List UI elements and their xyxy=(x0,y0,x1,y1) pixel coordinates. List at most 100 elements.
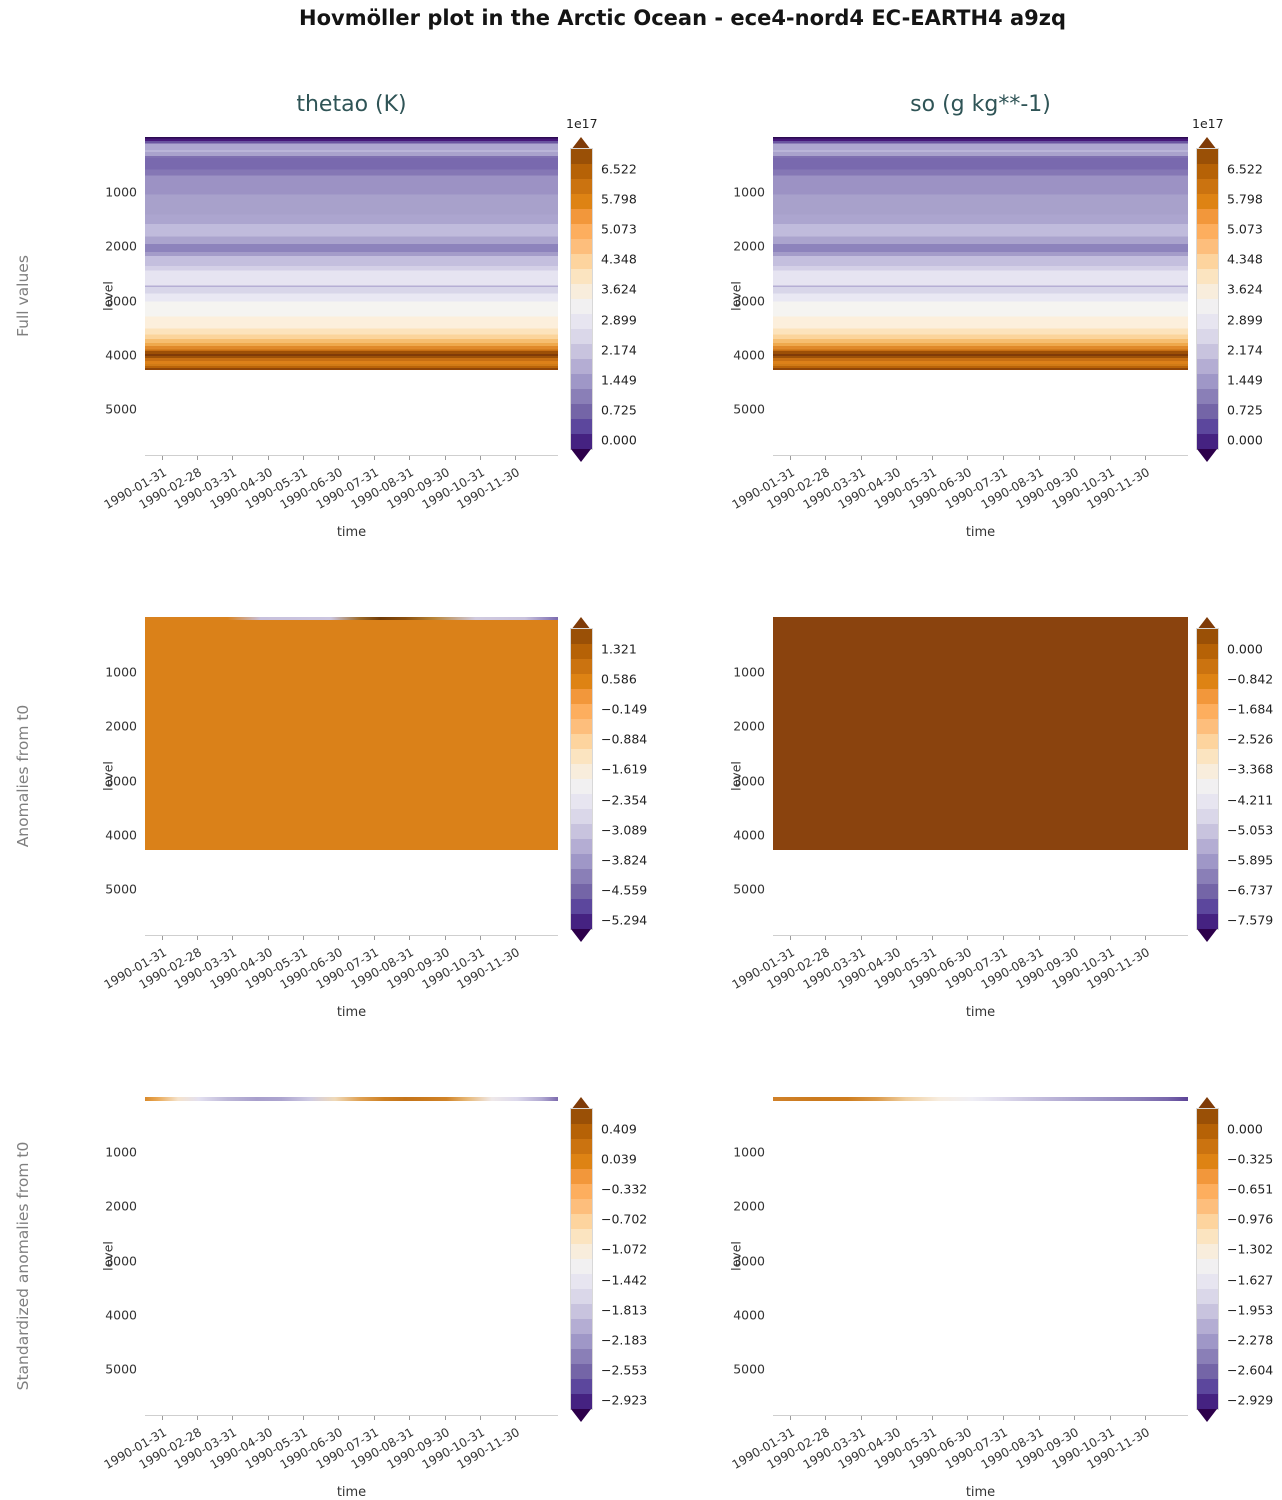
y-tick-label: 5000 xyxy=(733,401,765,417)
x-tick-mark xyxy=(1002,456,1004,460)
x-axis-label: time xyxy=(965,525,996,540)
x-axis-label: time xyxy=(965,1005,996,1020)
x-tick-marks xyxy=(773,1415,1188,1420)
cb-tick-label: −5.294 xyxy=(601,912,648,928)
colorbar-standardized-so: 0.000 −0.325 −0.651 −0.976 −1.302 −1.627 −1.95… xyxy=(1196,1097,1282,1427)
cb-tick-label: −2.354 xyxy=(601,792,648,807)
x-tick-mark xyxy=(860,1416,862,1420)
colorbar-extend-max-arrow xyxy=(1197,1097,1217,1110)
y-tick-label: 4000 xyxy=(733,347,765,363)
x-tick-labels: 1990-01-31 1990-02-28 1990-03-31 1990-04-30… xyxy=(101,465,558,527)
x-tick-marks xyxy=(773,935,1188,940)
x-tick-marks xyxy=(145,455,558,460)
x-tick-mark xyxy=(232,1416,234,1420)
x-tick-mark xyxy=(1109,1416,1111,1420)
x-tick-mark xyxy=(1002,1416,1004,1420)
colorbar-offset-label: 1e17 xyxy=(1192,116,1224,131)
colorbar-anomalies-so: 0.000 −0.842 −1.684 −2.526 −3.368 −4.211 −5.05… xyxy=(1196,617,1282,947)
x-tick-mark xyxy=(1038,1416,1040,1420)
colorbar-extend-max-arrow xyxy=(1197,617,1217,630)
x-tick-marks xyxy=(145,1415,558,1420)
colorbar-gradient xyxy=(1196,628,1219,930)
y-tick-label: 1000 xyxy=(733,664,765,680)
colorbar-gradient xyxy=(1196,1108,1219,1410)
cb-tick-label: 2.899 xyxy=(1227,312,1263,327)
cb-tick-label: 5.073 xyxy=(1227,221,1263,237)
x-tick-mark xyxy=(196,1416,198,1420)
x-tick-mark xyxy=(303,456,305,460)
colorbar-tick-labels: 6.522 5.798 5.073 4.348 3.624 2.899 2.174 1.449… xyxy=(571,137,667,467)
x-tick-mark xyxy=(373,1416,375,1420)
cb-tick-label: −3.368 xyxy=(1227,761,1274,777)
x-tick-labels: 1990-01-31 1990-02-28 1990-03-31 1990-04-30… xyxy=(729,945,1188,1007)
colorbar-tick-labels: 0.000 −0.842 −1.684 −2.526 −3.368 −4.211 −5.05… xyxy=(1197,617,1282,947)
cb-tick-label: 1.449 xyxy=(601,372,637,388)
x-tick-labels: 1990-01-31 1990-02-28 1990-03-31 1990-04-30… xyxy=(729,1425,1188,1487)
x-tick-mark xyxy=(303,1416,305,1420)
colorbar-extend-max-arrow xyxy=(1197,137,1217,150)
cb-tick-label: −3.089 xyxy=(601,822,648,838)
y-tick-label: 2000 xyxy=(733,238,765,254)
y-tick-labels: 1000 2000 3000 4000 5000 xyxy=(93,1097,145,1415)
colorbar-extend-min-arrow xyxy=(1197,1409,1217,1422)
y-tick-label: 2000 xyxy=(733,1198,765,1214)
cb-tick-label: 6.522 xyxy=(1227,161,1263,177)
x-tick-mark xyxy=(1038,456,1040,460)
subplot-title-so: so (g kg**-1) xyxy=(910,92,1051,117)
x-tick-mark xyxy=(373,456,375,460)
colorbar-tick-labels: 6.522 5.798 5.073 4.348 3.624 2.899 2.174 1.449… xyxy=(1197,137,1282,467)
x-tick-mark xyxy=(825,456,827,460)
x-tick-mark xyxy=(931,936,933,940)
heatmap-standardized-thetao xyxy=(145,1097,558,1101)
x-tick-mark xyxy=(860,936,862,940)
cb-tick-label: −7.579 xyxy=(1227,912,1274,928)
cb-tick-label: −1.619 xyxy=(601,761,648,777)
x-tick-mark xyxy=(232,456,234,460)
x-tick-mark xyxy=(267,1416,269,1420)
x-tick-mark xyxy=(1074,936,1076,940)
cb-tick-label: −4.559 xyxy=(601,882,648,898)
cb-tick-label: −2.923 xyxy=(601,1392,648,1408)
y-tick-label: 5000 xyxy=(105,1361,137,1377)
colorbar-gradient xyxy=(570,628,593,930)
x-tick-mark xyxy=(444,456,446,460)
y-tick-label: 3000 xyxy=(733,293,765,309)
heatmap-anomalies-so xyxy=(773,617,1188,851)
cb-tick-label: −2.183 xyxy=(601,1332,648,1348)
cb-tick-label: 0.000 xyxy=(1227,641,1263,657)
cb-tick-label: −1.442 xyxy=(601,1272,648,1287)
cb-tick-label: −6.737 xyxy=(1227,882,1274,898)
colorbar-extend-max-arrow xyxy=(571,1097,591,1110)
cb-tick-label: −0.332 xyxy=(601,1181,648,1197)
x-axis-label: time xyxy=(336,1485,367,1500)
cb-tick-label: 0.725 xyxy=(601,402,637,418)
colorbar-standardized-thetao: 0.409 0.039 −0.332 −0.702 −1.072 −1.442 −1.813… xyxy=(570,1097,667,1427)
x-tick-labels: 1990-01-31 1990-02-28 1990-03-31 1990-04-30… xyxy=(101,1425,558,1487)
surface-band xyxy=(145,617,558,620)
cb-tick-label: 5.798 xyxy=(1227,191,1263,207)
cb-tick-label: −2.278 xyxy=(1227,1332,1274,1348)
cb-tick-label: 4.348 xyxy=(601,251,637,267)
x-axis-label: time xyxy=(965,1485,996,1500)
cb-tick-label: −4.211 xyxy=(1227,792,1274,807)
cb-tick-label: 5.073 xyxy=(601,221,637,237)
x-tick-mark xyxy=(931,1416,933,1420)
cb-tick-label: 0.000 xyxy=(1227,432,1263,448)
cb-tick-label: 2.174 xyxy=(1227,342,1263,358)
cb-tick-label: 0.000 xyxy=(1227,1121,1263,1137)
subplot-anomalies-thetao: level 1000 2000 3000 4000 5000 1990-01-31 199… xyxy=(101,617,558,1020)
colorbar-gradient xyxy=(570,148,593,450)
x-tick-marks xyxy=(145,935,558,940)
cb-tick-label: 0.000 xyxy=(601,432,637,448)
subplot-standardized-so: level 1000 2000 3000 4000 5000 1990-01-31 199… xyxy=(729,1097,1188,1500)
y-tick-labels: 1000 2000 3000 4000 5000 xyxy=(721,1097,773,1415)
x-tick-mark xyxy=(161,1416,163,1420)
x-tick-mark xyxy=(967,1416,969,1420)
y-tick-label: 4000 xyxy=(733,1307,765,1323)
y-tick-label: 2000 xyxy=(105,718,137,734)
x-tick-mark xyxy=(896,936,898,940)
cb-tick-label: 0.725 xyxy=(1227,402,1263,418)
x-tick-marks xyxy=(773,455,1188,460)
x-tick-mark xyxy=(967,936,969,940)
x-tick-mark xyxy=(1145,936,1147,940)
